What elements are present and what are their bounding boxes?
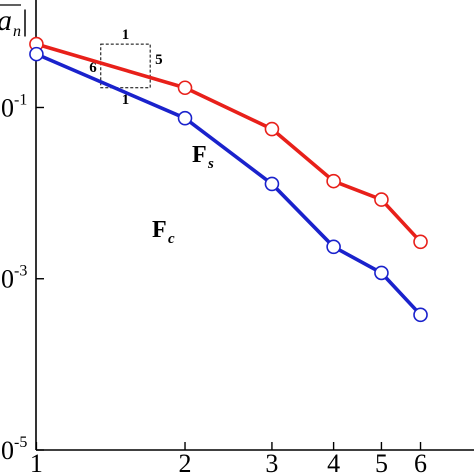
data-point	[374, 192, 389, 207]
y-axis-label-sub: n	[13, 23, 21, 40]
y-tick-group: 0 -10 -30 -5	[1, 91, 44, 465]
y-axis-label-main: a	[0, 4, 12, 37]
series-label-sub: s	[207, 156, 214, 172]
x-tick-label: 1	[30, 449, 43, 474]
data-point	[374, 265, 389, 281]
y-tick-exponent: -5	[14, 434, 27, 451]
y-tick-exponent: -1	[14, 91, 27, 108]
y-axis-label: a n |	[0, 4, 28, 40]
x-tick-label: 4	[327, 449, 340, 474]
series-group	[29, 36, 428, 323]
y-tick-label: 0	[1, 436, 14, 465]
slope-lower-run-label: 1	[122, 92, 130, 108]
data-point	[264, 176, 280, 192]
data-point	[177, 80, 193, 96]
x-tick-label: 5	[375, 449, 388, 474]
slope-upper-run-label: 1	[122, 27, 130, 43]
data-point	[177, 110, 193, 126]
x-tick-label: 6	[414, 449, 427, 474]
data-point	[264, 121, 280, 137]
slope-lower-rise-label: 6	[89, 60, 97, 76]
series-line-f-c	[35, 52, 422, 317]
slope-upper-rise-label: 5	[155, 52, 163, 68]
slope-triangle-box	[100, 43, 151, 89]
y-axis-label-bar: |	[22, 4, 28, 37]
series-label-main: F	[152, 217, 167, 243]
data-point	[326, 239, 341, 255]
data-point	[413, 234, 428, 250]
x-tick-group: 1 2 3 4 5 6	[30, 442, 427, 474]
series-line-f-s	[35, 42, 422, 244]
data-point	[326, 173, 341, 189]
data-point	[29, 46, 44, 62]
y-tick-exponent: -3	[14, 263, 27, 280]
y-tick-label: 0	[1, 265, 14, 294]
y-tick-label: 0	[1, 93, 14, 122]
x-tick-label: 3	[265, 449, 278, 474]
series-label-main: F	[192, 142, 207, 168]
x-tick-label: 2	[179, 449, 192, 474]
series-label-sub: c	[168, 231, 175, 247]
data-point	[413, 307, 428, 323]
